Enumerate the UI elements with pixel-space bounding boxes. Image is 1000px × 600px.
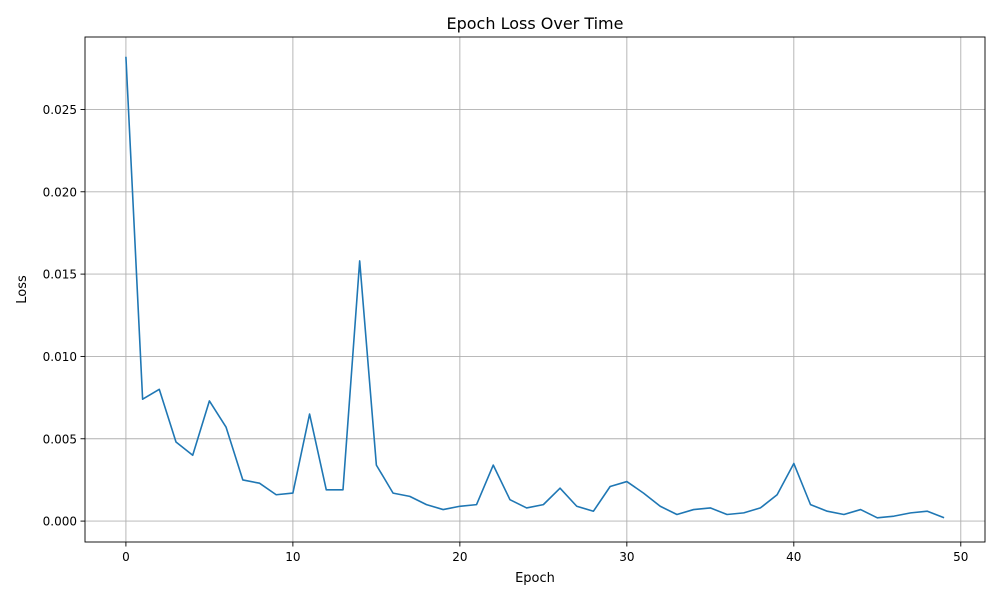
chart-title: Epoch Loss Over Time <box>447 14 624 33</box>
series-lines <box>125 56 945 519</box>
loss-series-line <box>125 56 945 519</box>
x-axis-label: Epoch <box>515 571 555 586</box>
x-tick-label: 10 <box>285 550 300 564</box>
x-tick-label: 40 <box>786 550 801 564</box>
y-tick-label: 0.015 <box>43 268 77 282</box>
axis-ticks: 0 10 20 30 40 50 0.000 0.005 0.010 0.015 0.020 0.02… <box>43 103 969 564</box>
plot-frame <box>84 36 986 543</box>
y-tick-label: 0.000 <box>43 515 77 529</box>
x-tick-label: 30 <box>619 550 634 564</box>
y-axis-label: Loss <box>15 275 30 304</box>
y-tick-label: 0.010 <box>43 350 77 364</box>
y-tick-label: 0.005 <box>43 432 77 446</box>
grid <box>85 37 985 542</box>
x-tick-label: 0 <box>122 550 130 564</box>
x-tick-label: 50 <box>953 550 968 564</box>
y-tick-label: 0.020 <box>43 185 77 199</box>
x-tick-label: 20 <box>452 550 467 564</box>
y-tick-label: 0.025 <box>43 103 77 117</box>
